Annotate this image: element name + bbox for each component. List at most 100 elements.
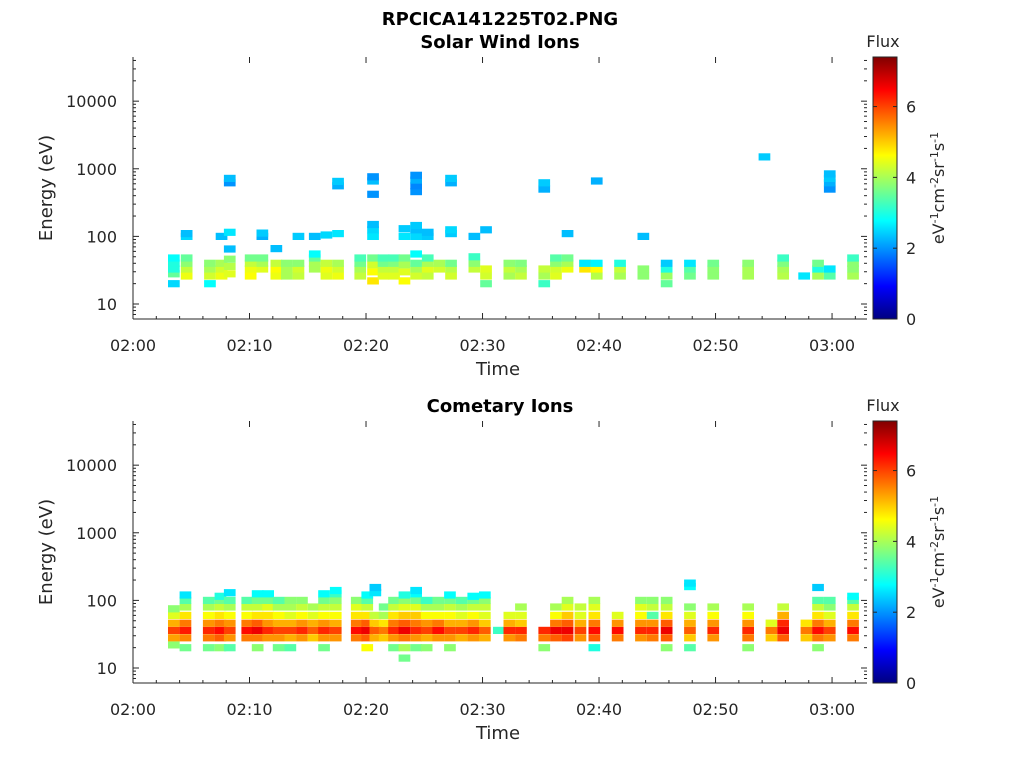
heatmap-cell: [660, 619, 673, 627]
heatmap-cell: [660, 265, 673, 273]
heatmap-cell: [378, 619, 391, 627]
heatmap-cell: [812, 634, 824, 642]
heatmap-cell: [332, 265, 344, 273]
heatmap-cell: [660, 272, 673, 280]
heatmap-cell: [215, 232, 228, 240]
heatmap-cell: [296, 626, 308, 634]
heatmap-cell: [354, 254, 367, 262]
heatmap-cell: [180, 254, 193, 262]
heatmap-cell: [410, 603, 422, 611]
x-tick-label: 02:10: [226, 700, 272, 719]
heatmap-cell: [398, 654, 411, 662]
heatmap-cell: [377, 265, 390, 273]
heatmap-cell: [758, 153, 771, 161]
heatmap-cell: [361, 644, 374, 652]
heatmap-cell: [479, 619, 491, 627]
heatmap-cell: [179, 626, 192, 634]
heatmap-cell: [468, 253, 481, 261]
heatmap-cell: [614, 259, 626, 267]
heatmap-cell: [467, 626, 480, 634]
heatmap-cell: [168, 280, 180, 288]
heatmap-cell: [823, 626, 836, 634]
heatmap-cell: [284, 644, 297, 652]
heatmap-cell: [398, 634, 411, 642]
heatmap-cell: [241, 619, 254, 627]
heatmap-cell: [270, 272, 283, 280]
heatmap-cell: [320, 272, 333, 280]
heatmap-cell: [377, 259, 390, 267]
heatmap-cell: [241, 596, 254, 604]
heatmap-cell: [812, 644, 824, 652]
heatmap-cell: [684, 579, 696, 587]
heatmap-cell: [550, 272, 562, 280]
heatmap-cell: [479, 634, 491, 642]
heatmap-cell: [262, 590, 274, 598]
heatmap-cell: [180, 265, 193, 273]
x-tick-label: 02:50: [692, 700, 738, 719]
heatmap-cell: [503, 626, 516, 634]
x-tick-label: 03:00: [809, 700, 855, 719]
heatmap-cell: [388, 603, 400, 611]
heatmap-cell: [479, 596, 491, 604]
heatmap-cell: [308, 232, 321, 240]
heatmap-cell: [215, 259, 228, 267]
heatmap-cell: [369, 626, 382, 634]
heatmap-cell: [244, 259, 257, 267]
heatmap-cell: [561, 626, 574, 634]
heatmap-cell: [646, 596, 659, 604]
heatmap-cell: [823, 174, 836, 182]
heatmap-cell: [388, 254, 400, 262]
heatmap-cell: [847, 634, 859, 642]
colorbar-tick-label: 2: [906, 603, 916, 622]
heatmap-cell: [611, 626, 624, 634]
heatmap-cell: [410, 171, 422, 179]
heatmap-cell: [272, 634, 285, 642]
heatmap-cell: [329, 611, 342, 619]
heatmap-cell: [367, 268, 379, 276]
y-tick-label: 100: [86, 591, 117, 610]
heatmap-cell: [179, 591, 192, 599]
heatmap-cell: [223, 644, 236, 652]
heatmap-cell: [204, 280, 216, 288]
heatmap-cell: [377, 254, 390, 262]
heatmap-cell: [202, 611, 215, 619]
heatmap-cell: [588, 596, 601, 604]
heatmap-cell: [588, 644, 601, 652]
heatmap-cell: [590, 272, 603, 280]
heatmap-cells: [168, 153, 859, 288]
heatmap-cell: [329, 626, 342, 634]
heatmap-cell: [561, 596, 574, 604]
heatmap-cell: [388, 634, 400, 642]
heatmap-cell: [251, 619, 264, 627]
heatmap-cell: [256, 259, 269, 267]
heatmap-cell: [318, 626, 330, 634]
heatmap-cell: [296, 611, 308, 619]
heatmap-cell: [318, 644, 330, 652]
heatmap-cell: [410, 259, 422, 267]
heatmap-cell: [444, 626, 456, 634]
colorbar: [872, 56, 898, 320]
heatmap-cell: [292, 272, 305, 280]
heatmap-cell: [168, 265, 180, 273]
heatmap-cell: [214, 611, 227, 619]
heatmap-cell: [410, 221, 422, 230]
heatmap-cell: [410, 644, 422, 652]
heatmap-cell: [538, 265, 551, 273]
heatmap-cell: [480, 272, 492, 280]
heatmap-cell: [223, 596, 236, 604]
heatmap-cell: [812, 611, 824, 619]
heatmap-cell: [444, 611, 456, 619]
y-tick-label: 10: [97, 295, 117, 314]
heatmap-cell: [223, 626, 236, 634]
heatmap-cell: [214, 634, 227, 642]
heatmap-cell: [432, 596, 445, 604]
heatmap-cell: [369, 634, 382, 642]
heatmap-cell: [270, 259, 283, 267]
heatmap-cell: [410, 232, 422, 240]
heatmap-cell: [241, 634, 254, 642]
heatmap-cell: [329, 619, 342, 627]
heatmap-cell: [707, 272, 720, 280]
heatmap-cell: [251, 596, 264, 604]
heatmap-cell: [410, 272, 422, 280]
